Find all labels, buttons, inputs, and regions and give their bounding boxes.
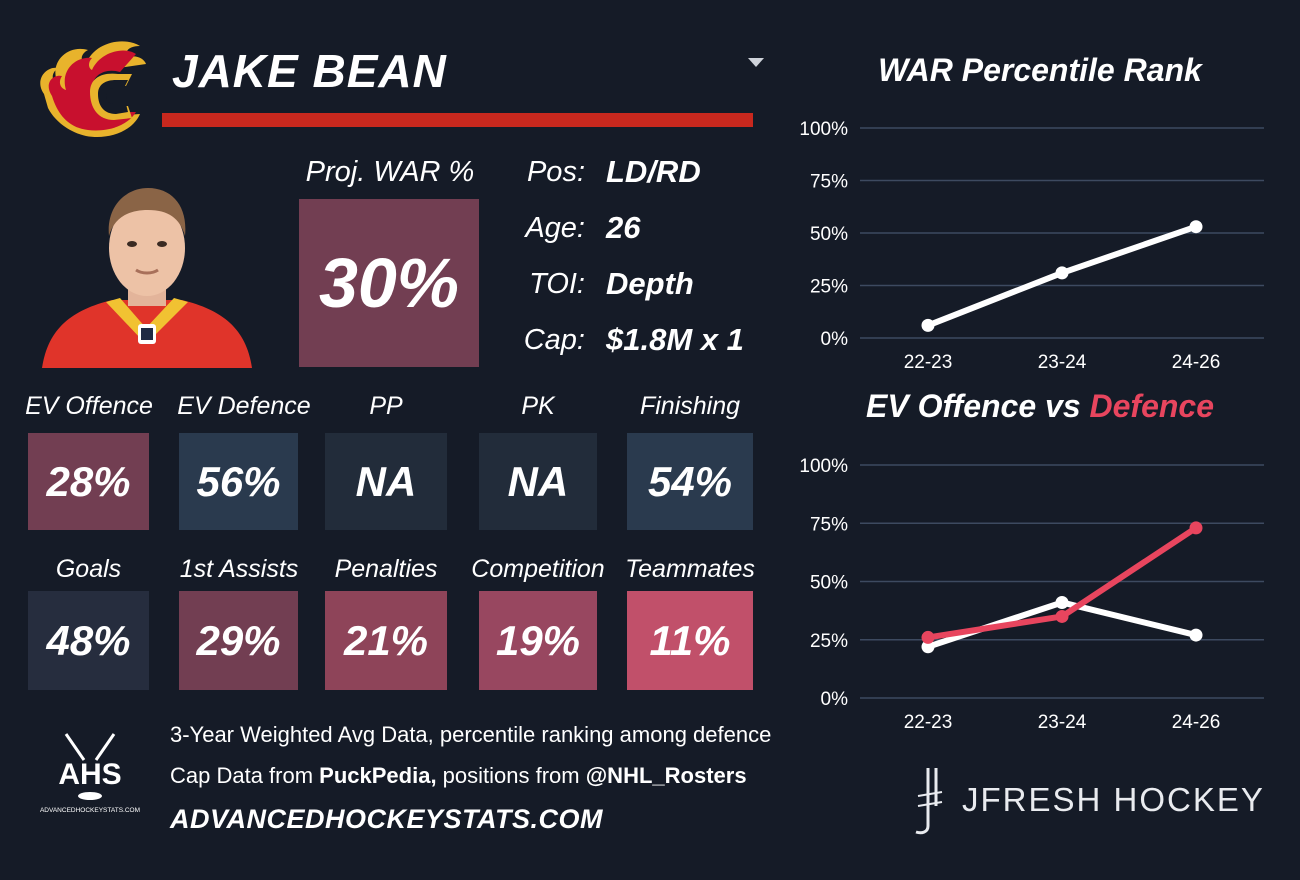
- stat-tile-penalties: 21%: [325, 591, 447, 690]
- title-underline-bar: [162, 113, 753, 127]
- war-chart-data-point: [921, 318, 935, 332]
- footer-url[interactable]: ADVANCEDHOCKEYSTATS.COM: [170, 804, 604, 834]
- stat-tile-goals: 48%: [28, 591, 149, 690]
- ahs-logo-text: AHS: [58, 758, 121, 791]
- stat-label-1st-assists: 1st Assists: [179, 555, 299, 583]
- bio-label-age: Age:: [525, 212, 585, 244]
- war-chart-ytick-label: 0%: [821, 329, 849, 350]
- stat-tile-pp: NA: [325, 433, 447, 530]
- stat-tile-ev-offence: 28%: [28, 433, 149, 530]
- ev-chart-ytick-label: 50%: [810, 573, 848, 594]
- stat-label-finishing: Finishing: [639, 392, 741, 420]
- ev-chart-data-point: [921, 630, 935, 644]
- war-chart-data-point: [1055, 266, 1069, 280]
- bio-value-pos: LD/RD: [606, 154, 701, 189]
- footer-nhl-rosters-link[interactable]: @NHL_Rosters: [585, 763, 747, 788]
- jfresh-hockey-brand: JFRESH HOCKEY: [962, 781, 1265, 818]
- footer-line-1: 3-Year Weighted Avg Data, percentile ran…: [170, 722, 772, 747]
- player-dropdown-caret-icon[interactable]: [748, 58, 764, 67]
- stat-label-teammates: Teammates: [625, 555, 755, 583]
- war-chart-ytick-label: 50%: [810, 224, 848, 245]
- jfresh-logo-icon: [915, 768, 943, 835]
- ev-chart-xtick-label: 24-26: [1172, 712, 1221, 733]
- ev-chart-title-defence: Defence: [1089, 388, 1215, 424]
- ev-chart-title-offence: EV Offence vs: [865, 388, 1081, 424]
- stat-tile-competition: 19%: [479, 591, 597, 690]
- player-name: JAKE BEAN: [172, 45, 447, 97]
- war-chart-data-point: [1189, 220, 1203, 234]
- ev-chart-ytick-label: 75%: [810, 514, 848, 535]
- ev-chart-title: EV Offence vs Defence: [800, 388, 1280, 425]
- bio-label-cap: Cap:: [523, 324, 585, 356]
- stat-label-ev-defence: EV Defence: [177, 392, 311, 420]
- stat-label-competition: Competition: [471, 555, 605, 583]
- ev-offence-defence-chart: 100% 75% 50% 25% 0% 22-23 23-24 24-26: [799, 456, 1264, 733]
- ev-chart-data-point: [921, 640, 935, 654]
- footer-puckpedia-link[interactable]: PuckPedia,: [319, 763, 437, 788]
- bio-label-pos: Pos:: [526, 156, 585, 188]
- war-chart-xtick-label: 22-23: [904, 352, 953, 373]
- war-chart-ytick-label: 75%: [810, 172, 848, 193]
- war-chart-xtick-label: 24-26: [1172, 352, 1221, 373]
- stat-tile-1st-assists: 29%: [179, 591, 298, 690]
- ev-chart-data-point: [1055, 595, 1069, 609]
- bio-value-toi: Depth: [606, 266, 694, 301]
- ahs-logo-subtext: ADVANCEDHOCKEYSTATS.COM: [40, 807, 140, 814]
- ev-chart-data-point: [1055, 609, 1069, 623]
- stat-tile-teammates: 11%: [627, 591, 753, 690]
- ev-chart-xtick-label: 23-24: [1038, 712, 1087, 733]
- stat-tile-pk: NA: [479, 433, 597, 530]
- bio-label-toi: TOI:: [529, 268, 585, 300]
- ev-chart-data-point: [1189, 521, 1203, 535]
- stat-label-pp: PP: [369, 392, 403, 420]
- stat-label-pk: PK: [521, 392, 555, 420]
- stat-tile-finishing: 54%: [627, 433, 753, 530]
- war-chart-ytick-label: 25%: [810, 277, 848, 298]
- proj-war-box: 30%: [299, 199, 479, 367]
- war-chart-ytick-label: 100%: [799, 119, 848, 140]
- bio-value-cap: $1.8M x 1: [606, 322, 744, 357]
- footer-cap-text: Cap Data from: [170, 763, 320, 788]
- stat-label-ev-offence: EV Offence: [25, 392, 153, 420]
- footer-line-2: Cap Data from PuckPedia, positions from …: [170, 763, 747, 789]
- stat-tile-ev-defence: 56%: [179, 433, 298, 530]
- player-photo: [42, 188, 252, 368]
- proj-war-label: Proj. WAR %: [305, 156, 475, 188]
- bio-value-age: 26: [606, 210, 641, 245]
- ahs-logo: AHS ADVANCEDHOCKEYSTATS.COM: [40, 733, 140, 814]
- stat-label-penalties: Penalties: [334, 555, 438, 583]
- war-chart-xtick-label: 23-24: [1038, 352, 1087, 373]
- stat-label-goals: Goals: [55, 555, 122, 583]
- ev-chart-ytick-label: 0%: [821, 689, 849, 710]
- war-chart-title: WAR Percentile Rank: [878, 52, 1202, 88]
- war-percentile-chart: 100% 75% 50% 25% 0% 22-23 23-24 24-26: [799, 119, 1264, 373]
- ev-chart-ytick-label: 100%: [799, 456, 848, 477]
- footer-positions-text: positions from: [436, 763, 586, 788]
- ev-chart-xtick-label: 22-23: [904, 712, 953, 733]
- ev-chart-ytick-label: 25%: [810, 631, 848, 652]
- team-logo: [40, 41, 146, 138]
- ev-chart-data-point: [1189, 628, 1203, 642]
